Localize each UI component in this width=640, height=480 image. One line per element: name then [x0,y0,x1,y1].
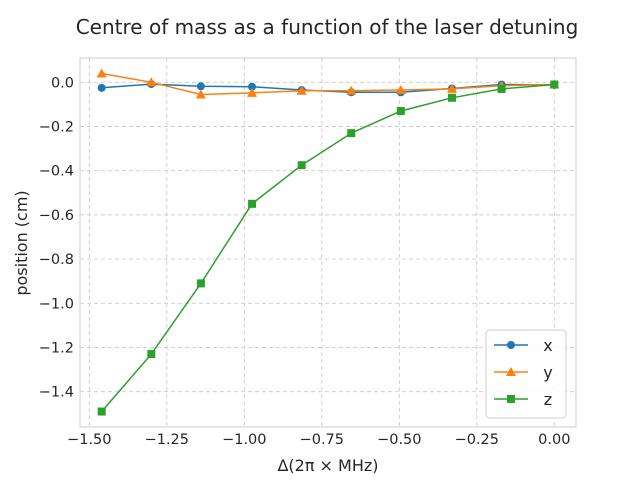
x-tick-label: −0.50 [377,432,421,448]
data-point-z [196,279,205,288]
data-point-z [550,80,559,89]
legend-label-x: x [543,336,552,355]
x-tick-label: 0.00 [538,432,570,448]
data-point-z [97,407,106,416]
data-point-y [146,77,157,87]
y-tick-label: −0.4 [39,164,74,180]
data-point-y [447,83,457,93]
y-tick-label: −1.0 [39,296,74,312]
data-point-z [448,93,456,102]
chart-title: Centre of mass as a function of the lase… [76,15,579,39]
series-group [96,68,560,416]
data-point-z [396,107,405,116]
data-point-x [196,82,205,91]
legend-marker-x [507,341,515,349]
series-line-y [101,72,555,96]
data-point-y [195,89,206,99]
y-tick-label: 0.0 [51,75,74,91]
legend-item-y: y [494,363,553,382]
x-tick-label: −0.75 [300,432,344,448]
legend-label-z: z [544,390,552,409]
x-tick-label: −1.50 [67,432,111,448]
plot-area-frame [79,57,577,428]
data-point-y [395,85,406,95]
data-point-z [497,84,506,93]
y-tick-label: −1.2 [39,340,74,356]
series-line-z [101,83,555,412]
y-tick-label: −1.4 [39,385,74,401]
legend-marker-y [506,367,516,376]
legend-item-z: z [494,390,552,409]
y-axis-ticks: 0.0 −0.2 −0.4 −0.6 −0.8 −1.0 −1.2 −1.4 [39,75,74,400]
series-z [97,80,559,416]
data-point-z [147,350,156,359]
legend: xyz [485,329,567,419]
data-point-x [248,82,257,91]
legend-box [485,329,567,419]
data-point-z [347,129,356,138]
data-point-y [346,85,357,95]
x-tick-label: −1.25 [145,432,189,448]
x-tick-label: −1.00 [222,432,266,448]
x-axis-label: Δ(2π × MHz) [277,456,378,475]
y-tick-label: −0.6 [39,208,74,224]
y-tick-label: −0.8 [39,252,74,268]
data-point-x [97,83,106,92]
y-tick-label: −0.2 [39,119,74,135]
data-point-y [96,68,107,78]
data-point-y [296,85,307,95]
x-tick-label: −0.25 [455,432,499,448]
legend-marker-z [507,395,515,403]
legend-item-x: x [494,336,553,355]
data-point-y [247,87,258,97]
data-point-z [248,199,257,208]
data-point-z [297,161,306,170]
x-axis-ticks: −1.50 −1.25 −1.00 −0.75 −0.50 −0.25 0.00 [67,432,570,448]
y-axis-label: position (cm) [12,190,31,295]
legend-label-y: y [543,363,552,382]
